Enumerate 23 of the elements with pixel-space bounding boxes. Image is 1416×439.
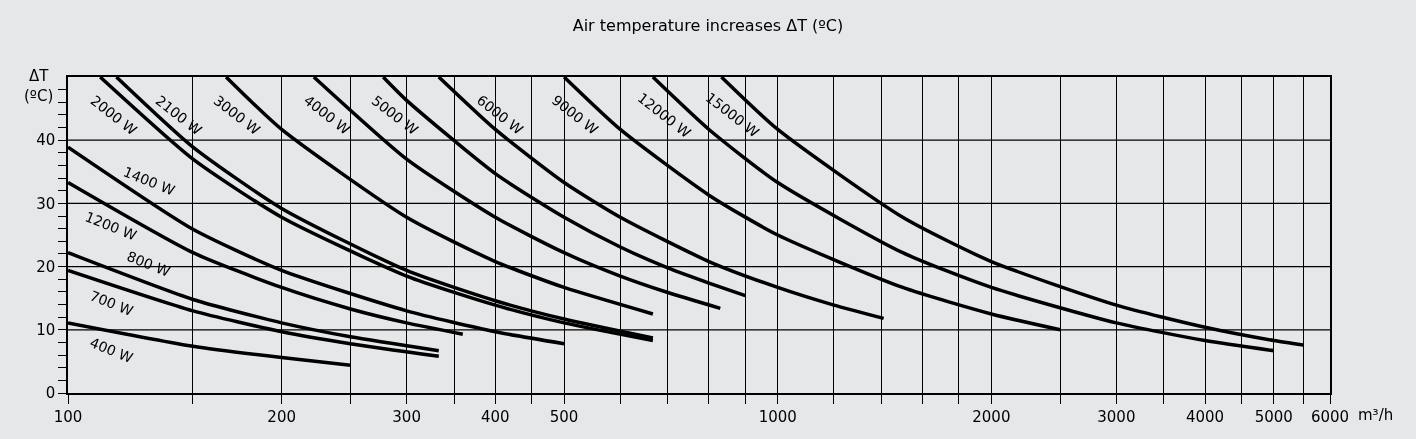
x-tick-label: 2000 bbox=[972, 407, 1011, 426]
text: 1400 W bbox=[121, 163, 178, 199]
y-tick-label: 20 bbox=[36, 257, 56, 276]
y-tick-label: 30 bbox=[36, 194, 56, 213]
x-tick-label: 3000 bbox=[1097, 407, 1136, 426]
x-tick-label: 4000 bbox=[1185, 407, 1225, 426]
y-tick-label: 10 bbox=[36, 321, 56, 340]
y-tick-label: 40 bbox=[36, 131, 56, 150]
x-tick-label: 500 bbox=[549, 407, 579, 426]
x-tick-label: 6000 bbox=[1310, 407, 1350, 426]
text: 700 W bbox=[87, 287, 136, 320]
x-tick-label: 1000 bbox=[758, 407, 797, 426]
x-axis-title: m³/h bbox=[1358, 406, 1394, 424]
chart-title: Air temperature increases ΔT (ºC) bbox=[572, 15, 844, 35]
x-tick-label: 100 bbox=[53, 407, 83, 426]
x-tick-label: 300 bbox=[392, 407, 421, 426]
x-tick-label: 5000 bbox=[1254, 407, 1293, 426]
text: 400 W bbox=[87, 334, 136, 367]
y-axis-title: ΔT (ºC) bbox=[24, 67, 54, 105]
text: 1200 W bbox=[82, 208, 139, 244]
y-tick-label: 0 bbox=[45, 384, 56, 403]
x-tick-label: 200 bbox=[267, 407, 296, 426]
x-tick-label: 400 bbox=[480, 407, 510, 426]
